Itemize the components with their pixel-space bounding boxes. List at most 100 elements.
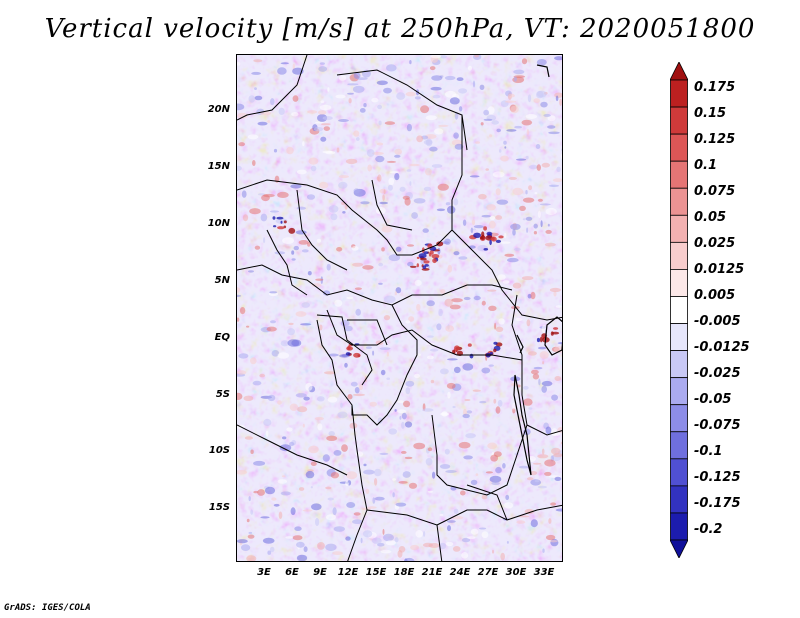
field-patch [381,247,385,252]
field-patch [347,83,359,86]
field-patch [445,325,454,332]
field-patch [403,400,411,408]
field-patch [277,226,285,230]
field-patch [540,101,548,108]
field-patch [495,406,501,414]
field-patch [310,165,317,172]
field-patch [479,400,487,404]
field-patch [315,121,324,124]
field-patch [250,449,254,455]
field-patch [504,146,507,149]
field-patch [545,426,552,435]
field-patch [267,120,271,123]
field-patch [426,300,435,307]
field-patch [439,464,451,469]
field-patch [380,549,392,554]
field-patch [237,470,248,475]
field-patch [298,487,305,491]
field-patch [354,387,360,394]
field-patch [416,256,420,259]
field-patch [544,471,552,476]
field-patch [498,149,502,153]
colorbar-label: -0.2 [694,522,723,537]
field-patch [479,527,487,530]
field-patch [384,121,396,125]
field-patch [473,225,484,229]
field-patch [372,350,375,356]
field-patch [271,497,277,501]
field-patch [462,363,474,371]
field-patch [346,471,358,480]
field-patch [237,539,248,544]
field-patch [327,497,334,501]
field-patch [325,486,332,490]
lon-label-9e: 9E [313,567,327,578]
colorbar-label: -0.1 [694,444,723,459]
colorbar-cell [670,187,688,216]
field-patch [289,403,299,411]
field-patch [319,104,332,111]
field-patch [513,76,517,82]
colorbar-cell [670,485,688,514]
field-patch [431,164,443,168]
field-patch [290,184,302,189]
field-patch [473,232,481,238]
field-patch [379,347,391,350]
lon-label-3e: 3E [257,567,271,578]
colorbar-cell [670,404,688,433]
field-patch [548,184,560,187]
field-patch [464,399,471,401]
field-patch [281,475,286,478]
field-patch [336,147,340,153]
field-patch [551,447,561,455]
field-patch [345,158,358,165]
field-patch [395,502,407,507]
field-patch [483,226,487,231]
field-patch [461,537,471,543]
field-patch [253,460,266,466]
field-patch [403,557,415,561]
field-patch [486,204,496,211]
field-patch [345,536,351,541]
field-patch [383,295,396,304]
field-patch [538,346,547,350]
field-patch [488,364,494,367]
field-patch [524,508,534,515]
field-patch [431,254,440,259]
field-patch [322,454,330,462]
field-patch [269,546,275,553]
field-patch [474,55,479,58]
field-patch [406,169,412,172]
field-patch [497,399,503,407]
field-patch [492,171,505,178]
field-patch [463,296,471,301]
field-patch [475,473,479,476]
field-patch [554,376,562,381]
field-patch [432,471,436,479]
field-patch [526,128,530,136]
field-patch [396,92,406,100]
field-patch [444,90,457,98]
field-patch [377,417,383,424]
field-patch [259,373,266,378]
field-patch [470,528,479,535]
field-patch [487,106,495,115]
field-patch [238,353,249,359]
field-patch [341,444,348,452]
field-patch [385,540,396,546]
colorbar-cell [670,79,688,108]
field-patch [333,526,345,532]
field-patch [439,542,447,550]
field-patch [314,416,324,421]
field-patch [320,136,327,142]
field-patch [507,257,519,263]
field-patch [516,520,526,524]
field-patch [407,261,414,267]
field-patch [250,509,254,515]
field-patch [537,454,549,459]
field-patch [537,485,547,489]
field-patch [523,385,529,390]
field-patch [540,220,543,228]
field-patch [402,471,411,478]
field-patch [427,490,433,493]
